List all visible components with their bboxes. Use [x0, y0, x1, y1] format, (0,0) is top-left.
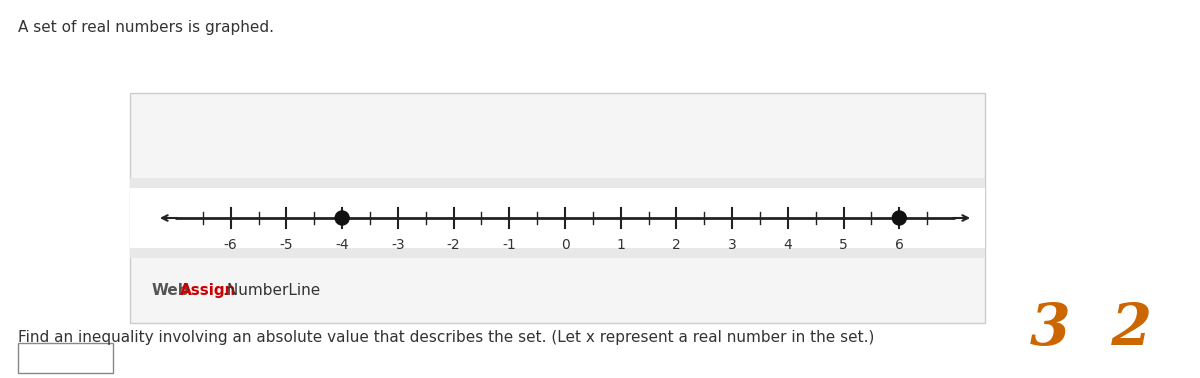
Text: -5: -5	[280, 238, 293, 252]
Text: 5: 5	[839, 238, 848, 252]
Text: 1: 1	[617, 238, 625, 252]
Text: Web: Web	[152, 283, 190, 298]
Text: A set of real numbers is graphed.: A set of real numbers is graphed.	[18, 20, 274, 35]
Text: -2: -2	[446, 238, 461, 252]
Text: -3: -3	[391, 238, 404, 252]
Text: -1: -1	[503, 238, 516, 252]
Circle shape	[335, 211, 349, 225]
Text: 4: 4	[784, 238, 792, 252]
Bar	[18, 343, 113, 373]
Text: Assign: Assign	[180, 283, 236, 298]
Text: -4: -4	[335, 238, 349, 252]
Text: 2: 2	[672, 238, 680, 252]
Bar	[130, 188, 985, 248]
Text: 3  2: 3 2	[1030, 302, 1152, 358]
Text: -6: -6	[224, 238, 238, 252]
Text: Find an inequality involving an absolute value that describes the set. (Let x re: Find an inequality involving an absolute…	[18, 330, 875, 345]
Text: 6: 6	[895, 238, 904, 252]
Text: 3: 3	[727, 238, 737, 252]
Bar	[130, 178, 985, 258]
Circle shape	[893, 211, 906, 225]
Text: 0: 0	[560, 238, 569, 252]
Text: .NumberLine: .NumberLine	[222, 283, 320, 298]
Bar	[130, 93, 985, 323]
